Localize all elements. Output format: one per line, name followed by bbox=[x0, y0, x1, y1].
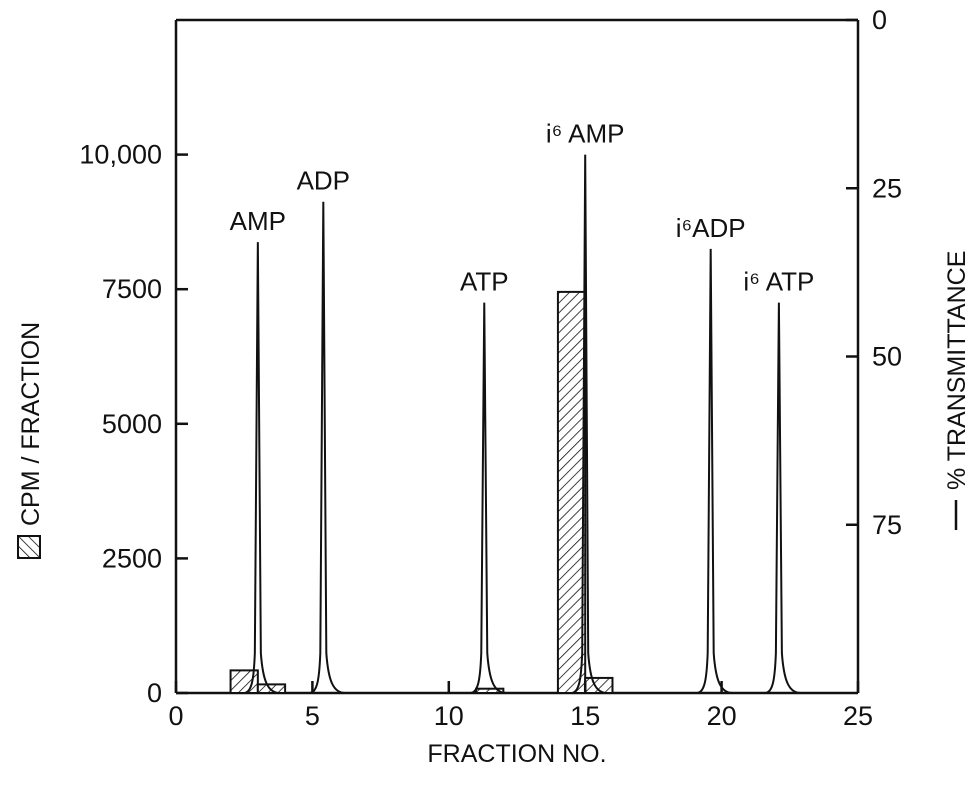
x-tick-label: 10 bbox=[434, 701, 464, 731]
left-y-axis-ticks: 0 2500 5000 7500 10,000 bbox=[79, 140, 188, 708]
left-y-axis-title: CPM / FRACTION bbox=[17, 322, 45, 526]
cpm-bars bbox=[229, 290, 614, 695]
transmittance-peak bbox=[764, 302, 801, 694]
left-y-tick-label: 10,000 bbox=[79, 140, 162, 170]
plot-frame bbox=[174, 18, 860, 695]
transmittance-peak bbox=[243, 242, 280, 694]
left-axis-title-group: CPM / FRACTION bbox=[17, 322, 45, 559]
left-y-tick-label: 7500 bbox=[102, 274, 162, 304]
right-y-axis-title: % TRANSMITTANCE bbox=[943, 251, 971, 490]
right-axis-title-group: % TRANSMITTANCE bbox=[943, 251, 971, 530]
x-axis-title: FRACTION NO. bbox=[427, 740, 606, 768]
peak-label: ADP bbox=[297, 166, 350, 196]
x-tick-label: 20 bbox=[707, 701, 737, 731]
right-y-axis-ticks: 0 25 50 75 bbox=[846, 5, 902, 540]
peak-label: AMP bbox=[230, 206, 286, 236]
peak-label: i⁶ ATP bbox=[743, 267, 814, 297]
peak-label: i⁶ AMP bbox=[546, 119, 625, 149]
hatched-legend-swatch bbox=[17, 535, 41, 559]
x-tick-label: 15 bbox=[570, 701, 600, 731]
right-y-tick-label: 25 bbox=[872, 173, 902, 203]
right-y-tick-label: 75 bbox=[872, 510, 902, 540]
x-tick-label: 5 bbox=[305, 701, 320, 731]
cpm-bar bbox=[475, 687, 505, 695]
x-axis-ticks: 0 5 10 15 20 25 bbox=[168, 681, 873, 731]
transmittance-peak bbox=[570, 154, 608, 694]
peak-labels: AMP ADP ATP i⁶ AMP i⁶ADP i⁶ ATP bbox=[230, 119, 815, 297]
right-y-tick-label: 0 bbox=[872, 5, 887, 35]
peak-label: ATP bbox=[460, 267, 509, 297]
cpm-bar bbox=[556, 290, 587, 694]
cpm-bar bbox=[256, 683, 287, 695]
x-tick-label: 0 bbox=[168, 701, 183, 731]
transmittance-peak bbox=[309, 201, 346, 694]
left-y-tick-label: 2500 bbox=[102, 543, 162, 573]
x-tick-label: 25 bbox=[843, 701, 873, 731]
transmittance-peak bbox=[696, 248, 733, 694]
left-y-tick-label: 5000 bbox=[102, 409, 162, 439]
left-y-tick-label: 0 bbox=[147, 678, 162, 708]
peak-label: i⁶ADP bbox=[676, 213, 746, 243]
right-y-tick-label: 50 bbox=[872, 342, 902, 372]
transmittance-traces bbox=[243, 154, 801, 694]
transmittance-peak bbox=[470, 302, 507, 694]
